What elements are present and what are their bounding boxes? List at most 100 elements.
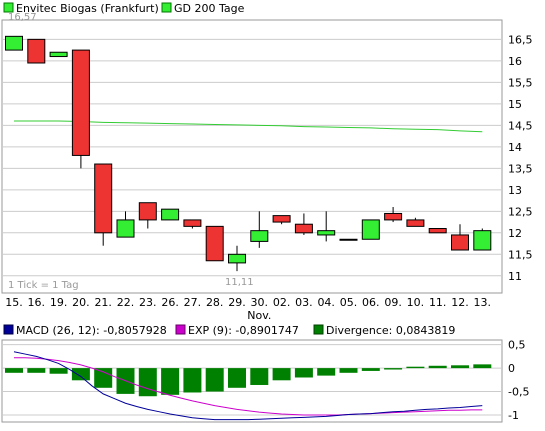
macd-ytick-label: 0,5	[508, 339, 526, 352]
x-tick-label: 03.	[295, 296, 313, 309]
candle-body	[183, 219, 202, 227]
x-tick-label: 13.	[474, 296, 492, 309]
x-tick-label: 05.	[340, 296, 358, 309]
signal-line	[14, 357, 483, 416]
price-plot-frame	[1, 19, 503, 294]
legend-label-macd: MACD (26, 12): -0,8057928	[16, 324, 167, 337]
divergence-bar	[451, 365, 469, 369]
x-month-label: Nov.	[247, 309, 271, 322]
price-ytick-label: 15	[508, 98, 522, 111]
tick-note: 1 Tick = 1 Tag	[8, 280, 79, 291]
candle-body	[138, 202, 157, 221]
macd-line	[13, 351, 483, 421]
min-price-label: 11,11	[225, 277, 254, 288]
candle-body	[384, 212, 403, 221]
price-ytick-label: 16	[508, 55, 522, 68]
candle-body	[294, 223, 313, 234]
x-tick-label: 19.	[50, 296, 68, 309]
macd-ytick-label: -0,5	[508, 386, 529, 399]
divergence-bar	[94, 368, 113, 388]
x-tick-label: 12.	[451, 296, 469, 309]
legend-swatch-divergence	[313, 324, 324, 335]
price-ytick-label: 16,5	[508, 33, 533, 46]
candle-body	[272, 215, 291, 223]
legend-swatch-price	[3, 2, 14, 13]
divergence-bar	[406, 366, 425, 369]
x-tick-label: 09.	[384, 296, 402, 309]
candle-body	[161, 208, 180, 221]
macd-plot-frame	[1, 339, 503, 423]
candle-body	[473, 230, 492, 251]
x-tick-label: 23.	[139, 296, 157, 309]
legend-label-price: Envitec Biogas (Frankfurt)	[16, 2, 159, 15]
x-tick-label: 02.	[273, 296, 291, 309]
x-tick-label: 30.	[251, 296, 269, 309]
divergence-bar	[473, 364, 492, 369]
candle-body	[27, 38, 46, 64]
price-ytick-label: 13	[508, 184, 522, 197]
x-tick-label: 04.	[317, 296, 335, 309]
divergence-bar	[183, 368, 202, 393]
macd-ytick-label: -1	[508, 409, 519, 422]
divergence-bar	[228, 368, 246, 388]
legend-swatch-macd	[3, 324, 14, 335]
divergence-bar	[272, 368, 291, 381]
price-ytick-label: 15,5	[508, 76, 533, 89]
x-tick-label: 20.	[72, 296, 90, 309]
price-ytick-label: 12,5	[508, 205, 533, 218]
ma200-line	[14, 120, 483, 133]
x-tick-label: 16.	[28, 296, 46, 309]
divergence-bar	[361, 368, 380, 371]
legend-label-exp: EXP (9): -0,8901747	[188, 324, 299, 337]
x-tick-label: 06.	[362, 296, 380, 309]
divergence-bar	[428, 365, 447, 369]
divergence-bar	[5, 368, 23, 373]
price-ytick-label: 11	[508, 270, 522, 283]
candle-body	[406, 219, 425, 227]
price-ytick-label: 14,5	[508, 119, 533, 132]
divergence-bar	[27, 368, 46, 373]
max-price-label: 16,57	[8, 12, 37, 23]
candle-body	[317, 230, 336, 236]
legend-swatch-ma200	[161, 2, 172, 13]
candle-body	[205, 225, 224, 262]
x-tick-label: 15.	[5, 296, 23, 309]
divergence-bar	[384, 368, 403, 370]
divergence-bar	[138, 368, 157, 397]
price-ytick-label: 14	[508, 141, 522, 154]
divergence-bar	[250, 368, 269, 385]
candle-body	[49, 51, 68, 58]
price-ytick-label: 13,5	[508, 162, 533, 175]
candle-body	[428, 228, 447, 234]
x-tick-label: 11.	[429, 296, 447, 309]
price-ytick-label: 12	[508, 227, 522, 240]
x-tick-label: 26.	[161, 296, 179, 309]
candle-body	[339, 238, 358, 241]
divergence-bar	[161, 368, 180, 395]
divergence-bar	[294, 368, 313, 378]
legend-label-ma200: GD 200 Tage	[174, 2, 245, 15]
x-tick-label: 10.	[407, 296, 425, 309]
x-tick-label: 27.	[184, 296, 202, 309]
candle-body	[451, 234, 469, 251]
legend-swatch-exp	[175, 324, 186, 335]
divergence-bar	[49, 368, 68, 374]
x-tick-label: 29.	[228, 296, 246, 309]
legend-label-divergence: Divergence: 0,0843819	[326, 324, 455, 337]
divergence-bar	[205, 368, 224, 392]
x-tick-label: 22.	[117, 296, 135, 309]
candle-body	[116, 219, 135, 238]
candle-body	[94, 163, 113, 234]
divergence-bar	[339, 368, 358, 373]
candle-body	[250, 230, 269, 242]
divergence-bar	[71, 368, 90, 381]
candle-body	[228, 253, 246, 264]
divergence-bar	[317, 368, 336, 376]
candle-body	[71, 49, 90, 156]
candle-body	[5, 35, 23, 51]
macd-ytick-label: 0	[508, 362, 515, 375]
x-tick-label: 28.	[206, 296, 224, 309]
price-ytick-label: 11,5	[508, 248, 533, 261]
